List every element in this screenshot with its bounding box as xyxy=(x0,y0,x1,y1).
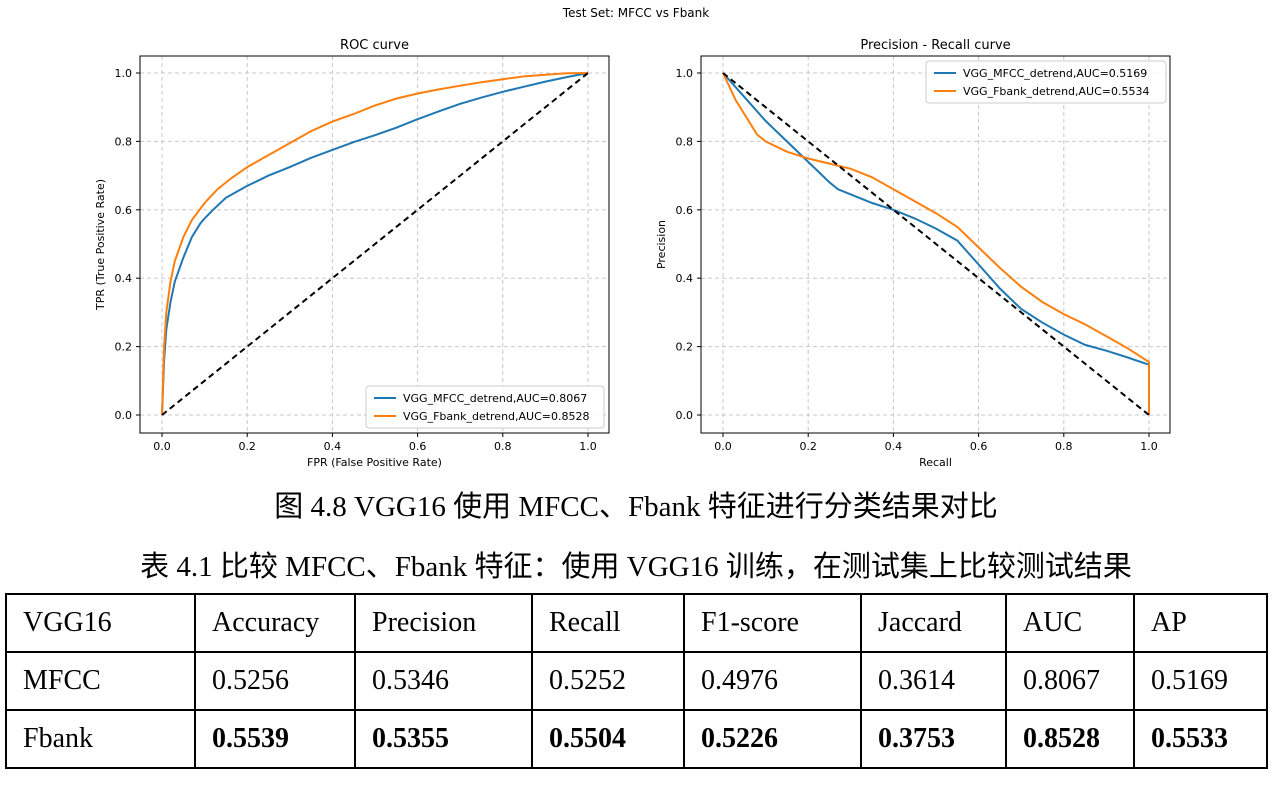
roc-xtick-label: 1.0 xyxy=(579,440,597,453)
roc-xtick-label: 0.2 xyxy=(238,440,256,453)
table-cell: 0.4976 xyxy=(683,651,862,711)
pr-ytick-label: 0.8 xyxy=(676,135,694,148)
header-cell: F1-score xyxy=(683,593,862,653)
table-cell: 0.3614 xyxy=(860,651,1007,711)
table-cell: 0.5346 xyxy=(354,651,533,711)
table-cell: 0.5256 xyxy=(194,651,356,711)
row-label: MFCC xyxy=(5,651,196,711)
pr-xtick-label: 0.8 xyxy=(1055,440,1073,453)
roc-legend-label: VGG_MFCC_detrend,AUC=0.8067 xyxy=(403,392,587,405)
roc-xtick-label: 0.4 xyxy=(324,440,342,453)
table-caption: 表 4.1 比较 MFCC、Fbank 特征：使用 VGG16 训练，在测试集上… xyxy=(140,551,1132,583)
roc-series-line-0 xyxy=(161,72,589,416)
figure-suptitle: Test Set: MFCC vs Fbank xyxy=(562,6,710,20)
table-header-row: VGG16 Accuracy Precision Recall F1-score… xyxy=(5,593,1268,653)
roc-xtick-label: 0.8 xyxy=(494,440,512,453)
pr-xtick-label: 0.4 xyxy=(885,440,903,453)
pr-diagonal-line xyxy=(722,72,1150,416)
table-cell: 0.8067 xyxy=(1005,651,1135,711)
roc-xtick-label: 0.0 xyxy=(153,440,171,453)
pr-legend-box xyxy=(925,60,1167,104)
header-cell: Accuracy xyxy=(194,593,356,653)
roc-ytick-label: 1.0 xyxy=(115,67,133,80)
pr-xtick-label: 0.2 xyxy=(799,440,817,453)
table-row-mfcc: MFCC 0.5256 0.5346 0.5252 0.4976 0.3614 … xyxy=(5,651,1268,711)
charts-svg: 0.0 0.2 0.4 0.6 0.8 1.0 0.0 0.2 0.4 0.6 0.8 1.0 ROC … xyxy=(94,38,1171,469)
table-cell: 0.5533 xyxy=(1133,709,1268,769)
results-table: VGG16 Accuracy Precision Recall F1-score… xyxy=(5,593,1268,769)
table-cell: 0.5226 xyxy=(683,709,862,769)
roc-ytick-label: 0.4 xyxy=(115,272,133,285)
pr-chart-title: Precision - Recall curve xyxy=(860,38,1010,53)
table-cell: 0.5252 xyxy=(531,651,685,711)
header-cell: Recall xyxy=(531,593,685,653)
pr-series-line-1 xyxy=(722,72,1150,415)
header-cell: Jaccard xyxy=(860,593,1007,653)
table-cell: 0.5169 xyxy=(1133,651,1268,711)
header-cell: VGG16 xyxy=(5,593,196,653)
roc-xtick-label: 0.6 xyxy=(409,440,427,453)
pr-ytick-label: 0.0 xyxy=(676,409,694,422)
roc-series-line-1 xyxy=(161,72,589,416)
roc-diagonal-line xyxy=(161,72,589,416)
pr-xtick-label: 0.6 xyxy=(970,440,988,453)
pr-legend-label: VGG_MFCC_detrend,AUC=0.5169 xyxy=(963,67,1147,80)
roc-y-axis-label: TPR (True Positive Rate) xyxy=(94,179,107,311)
pr-xtick-label: 0.0 xyxy=(714,440,732,453)
roc-ytick-label: 0.0 xyxy=(115,409,133,422)
table-cell: 0.5539 xyxy=(194,709,356,769)
table-cell: 0.8528 xyxy=(1005,709,1135,769)
table-cell: 0.3753 xyxy=(860,709,1007,769)
roc-axes-frame xyxy=(139,55,610,434)
header-cell: AUC xyxy=(1005,593,1135,653)
roc-chart-title: ROC curve xyxy=(340,38,409,53)
roc-legend-label: VGG_Fbank_detrend,AUC=0.8528 xyxy=(403,410,590,423)
pr-ytick-label: 0.6 xyxy=(676,204,694,217)
roc-x-axis-label: FPR (False Positive Rate) xyxy=(307,456,442,469)
table-cell: 0.5355 xyxy=(354,709,533,769)
roc-ytick-label: 0.8 xyxy=(115,135,133,148)
table-cell: 0.5504 xyxy=(531,709,685,769)
header-cell: AP xyxy=(1133,593,1268,653)
pr-y-axis-label: Precision xyxy=(655,220,668,269)
figure-panel: Test Set: MFCC vs Fbank 0.0 0.2 0.4 0.6 0.8 1… xyxy=(94,6,1171,469)
pr-legend-label: VGG_Fbank_detrend,AUC=0.5534 xyxy=(963,85,1150,98)
roc-legend-box xyxy=(365,385,605,429)
table-row-fbank: Fbank 0.5539 0.5355 0.5504 0.5226 0.3753… xyxy=(5,709,1268,769)
row-label: Fbank xyxy=(5,709,196,769)
pr-xtick-label: 1.0 xyxy=(1140,440,1158,453)
pr-ytick-label: 1.0 xyxy=(676,67,694,80)
pr-axes-frame xyxy=(700,55,1171,434)
pr-series-line-0 xyxy=(722,72,1150,366)
pr-x-axis-label: Recall xyxy=(919,456,952,469)
figure-caption: 图 4.8 VGG16 使用 MFCC、Fbank 特征进行分类结果对比 xyxy=(274,491,998,523)
roc-ytick-label: 0.2 xyxy=(115,341,133,354)
pr-ytick-label: 0.4 xyxy=(676,272,694,285)
header-cell: Precision xyxy=(354,593,533,653)
roc-ytick-label: 0.6 xyxy=(115,204,133,217)
pr-ytick-label: 0.2 xyxy=(676,341,694,354)
